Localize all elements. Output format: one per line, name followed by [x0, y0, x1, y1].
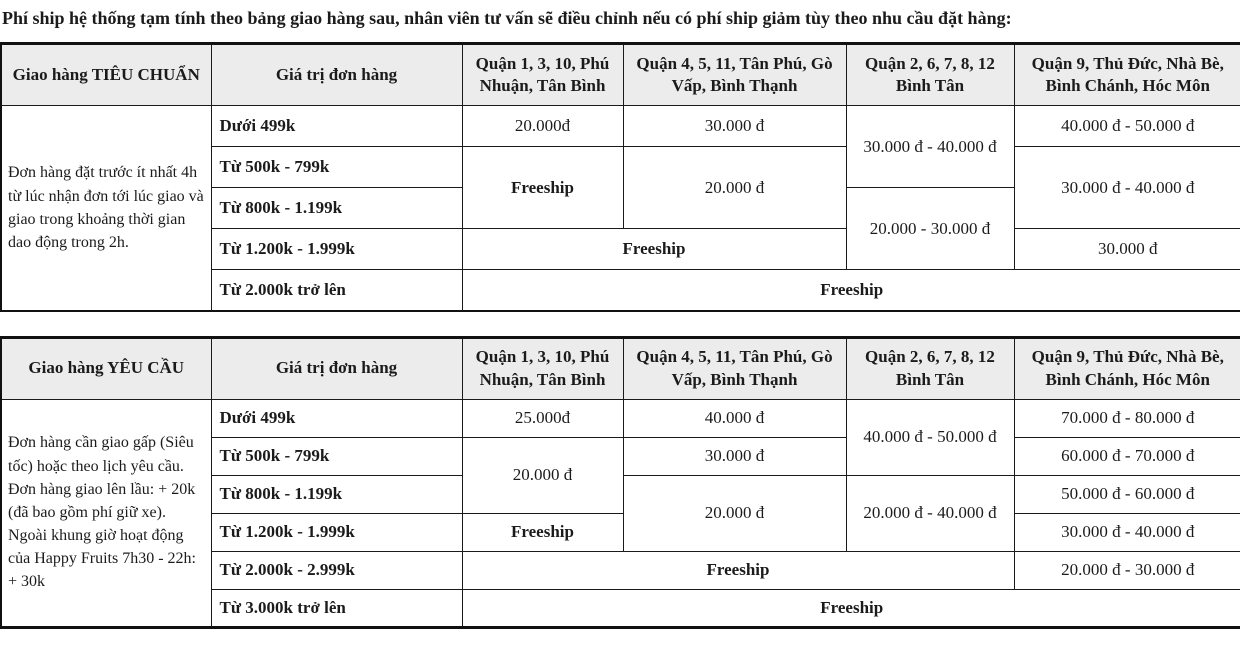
fee-cell: 40.000 đ — [622, 398, 847, 438]
freeship-cell: Freeship — [461, 228, 847, 270]
order-value-label: Từ 500k - 799k — [210, 436, 463, 476]
order-value-label: Từ 800k - 1.199k — [210, 474, 463, 514]
order-value-label: Từ 2.000k - 2.999k — [210, 550, 463, 590]
district-header-2: Quận 4, 5, 11, Tân Phú, Gò Vấp, Bình Thạ… — [622, 336, 847, 400]
district-header-4: Quận 9, Thủ Đức, Nhà Bè, Bình Chánh, Hóc… — [1013, 43, 1240, 106]
delivery-description: Đơn hàng cần giao gấp (Siêu tốc) hoặc th… — [0, 398, 212, 628]
fee-cell: 70.000 đ - 80.000 đ — [1013, 398, 1240, 438]
district-header-1: Quận 1, 3, 10, Phú Nhuận, Tân Bình — [461, 336, 624, 400]
order-value-label: Dưới 499k — [210, 398, 463, 438]
fee-cell: 20.000 đ - 30.000 đ — [1013, 550, 1240, 590]
standard-delivery-table: Giao hàng TIÊU CHUẨN Giá trị đơn hàng Qu… — [0, 42, 1240, 312]
district-header-3: Quận 2, 6, 7, 8, 12 Bình Tân — [845, 336, 1015, 400]
fee-row: Từ 1.200k - 1.999k Freeship 30.000 đ - 4… — [1, 512, 1240, 552]
fee-cell: 25.000đ — [461, 398, 624, 438]
standard-table-header: Giao hàng TIÊU CHUẨN Giá trị đơn hàng Qu… — [0, 43, 1240, 106]
header-row: Giao hàng TIÊU CHUẨN Giá trị đơn hàng Qu… — [0, 43, 1240, 106]
intro-text: Phí ship hệ thống tạm tính theo bảng gia… — [2, 8, 1012, 28]
fee-row: Từ 2.000k - 2.999k Freeship 20.000 đ - 3… — [1, 550, 1240, 590]
order-value-label: Từ 2.000k trở lên — [210, 269, 463, 311]
fee-cell: 20.000 đ - 40.000 đ — [845, 474, 1015, 552]
order-value-label: Từ 1.200k - 1.999k — [210, 512, 463, 552]
fee-cell: 30.000 đ — [622, 105, 847, 147]
on-demand-delivery-table: Giao hàng YÊU CẦU Giá trị đơn hàng Quận … — [0, 335, 1240, 629]
freeship-cell: Freeship — [461, 269, 1240, 311]
district-header-3: Quận 2, 6, 7, 8, 12 Bình Tân — [845, 43, 1015, 106]
delivery-type-header: Giao hàng YÊU CẦU — [0, 336, 212, 400]
fee-row: Từ 3.000k trở lên Freeship — [1, 588, 1240, 628]
district-header-1: Quận 1, 3, 10, Phú Nhuận, Tân Bình — [461, 43, 624, 106]
order-value-label: Từ 3.000k trở lên — [210, 588, 463, 628]
freeship-cell: Freeship — [461, 588, 1240, 628]
fee-row: Từ 500k - 799k Freeship 20.000 đ 30.000 … — [1, 146, 1240, 229]
fee-row: Từ 1.200k - 1.999k Freeship 30.000 đ — [1, 228, 1240, 270]
fee-cell: 20.000 đ — [622, 146, 847, 229]
order-value-label: Từ 800k - 1.199k — [210, 187, 463, 229]
shipping-fee-page: { "colors": { "header_bg": "#ececec", "b… — [0, 8, 1240, 649]
fee-row: Đơn hàng cần giao gấp (Siêu tốc) hoặc th… — [0, 398, 1240, 628]
header-row: Giao hàng YÊU CẦU Giá trị đơn hàng Quận … — [0, 336, 1240, 400]
fee-cell: 50.000 đ - 60.000 đ — [1013, 474, 1240, 514]
freeship-cell: Freeship — [461, 550, 1015, 590]
district-header-4: Quận 9, Thủ Đức, Nhà Bè, Bình Chánh, Hóc… — [1013, 336, 1240, 400]
order-value-label: Dưới 499k — [210, 105, 463, 147]
fee-cell: 40.000 đ - 50.000 đ — [845, 398, 1015, 476]
fee-row: Từ 800k - 1.199k 20.000 đ 20.000 đ - 40.… — [1, 474, 1240, 552]
order-value-label: Từ 1.200k - 1.999k — [210, 228, 463, 270]
order-value-header: Giá trị đơn hàng — [210, 336, 463, 400]
fee-cell: 30.000 đ — [1013, 228, 1240, 270]
fee-cell: 20.000đ — [461, 105, 624, 147]
fee-cell: 60.000 đ - 70.000 đ — [1013, 436, 1240, 476]
on-demand-table-body: Đơn hàng cần giao gấp (Siêu tốc) hoặc th… — [0, 398, 1240, 628]
freeship-cell: Freeship — [461, 146, 624, 229]
order-value-header: Giá trị đơn hàng — [210, 43, 463, 106]
fee-cell: 30.000 đ - 40.000 đ — [1013, 146, 1240, 229]
fee-cell: 20.000 đ — [622, 474, 847, 552]
freeship-cell: Freeship — [461, 512, 624, 552]
fee-cell: 30.000 đ — [622, 436, 847, 476]
fee-row: Từ 2.000k trở lên Freeship — [1, 269, 1240, 311]
order-value-label: Từ 500k - 799k — [210, 146, 463, 188]
fee-row: Từ 800k - 1.199k 20.000 - 30.000 đ — [1, 187, 1240, 270]
standard-table-body: Đơn hàng đặt trước ít nhất 4h từ lúc nhậ… — [0, 105, 1240, 311]
fee-cell: 40.000 đ - 50.000 đ — [1013, 105, 1240, 147]
on-demand-table-header: Giao hàng YÊU CẦU Giá trị đơn hàng Quận … — [0, 336, 1240, 400]
fee-cell: 30.000 đ - 40.000 đ — [1013, 512, 1240, 552]
district-header-2: Quận 4, 5, 11, Tân Phú, Gò Vấp, Bình Thạ… — [622, 43, 847, 106]
delivery-type-header: Giao hàng TIÊU CHUẨN — [0, 43, 212, 106]
fee-row: Đơn hàng đặt trước ít nhất 4h từ lúc nhậ… — [0, 105, 1240, 311]
delivery-description: Đơn hàng đặt trước ít nhất 4h từ lúc nhậ… — [0, 105, 212, 311]
fee-cell: 30.000 đ - 40.000 đ — [845, 105, 1015, 188]
fee-cell: 20.000 - 30.000 đ — [845, 187, 1014, 270]
fee-cell: 20.000 đ — [461, 436, 624, 514]
